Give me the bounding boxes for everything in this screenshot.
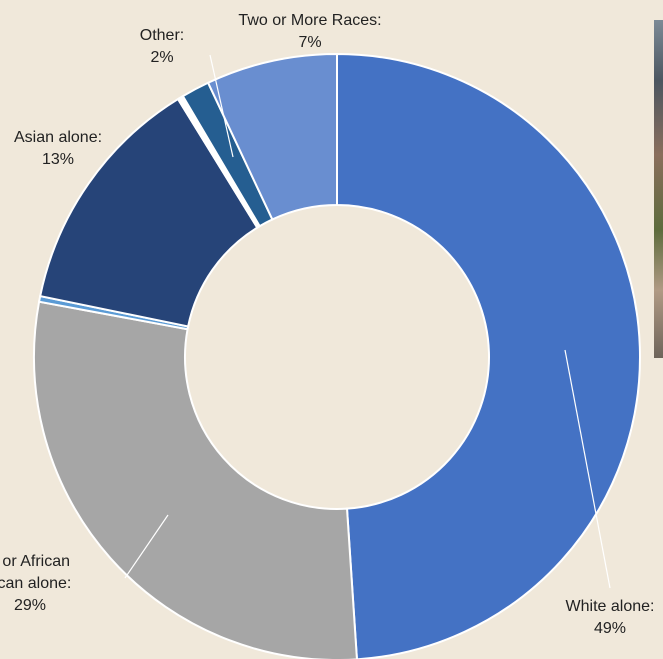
leader-line-black-or-african-american-alone: [124, 514, 169, 579]
photo-fragment: [654, 20, 663, 358]
label-other: Other:: [140, 27, 184, 44]
slice-black-or-african-american-alone-1: [33, 300, 358, 659]
slices-group: [33, 52, 641, 659]
value-black-or-african-american-alone: 29%: [14, 597, 46, 614]
leader-line-white-alone: [564, 349, 611, 589]
slice-white-alone-0: [336, 52, 641, 659]
leader-line-other: [209, 54, 234, 158]
labels-group: White alone: 49% k or African rican alone: 2…: [0, 12, 654, 637]
value-asian-alone: 13%: [42, 151, 74, 168]
leader-lines-group: [124, 54, 611, 589]
value-white-alone: 49%: [594, 620, 626, 637]
label-asian-alone: Asian alone:: [14, 129, 102, 146]
label-two-or-more-races: Two or More Races:: [238, 12, 381, 29]
label-black-or-african-american-alone-line-2: rican alone:: [0, 575, 71, 592]
value-two-or-more-races: 7%: [298, 34, 321, 51]
value-other: 2%: [150, 49, 173, 66]
label-black-or-african-american-alone-line-1: k or African: [0, 553, 70, 570]
slice-two-or-more-races-6: [206, 52, 338, 221]
slice-asian-alone-3: [39, 97, 259, 328]
label-white-alone: White alone:: [566, 598, 655, 615]
